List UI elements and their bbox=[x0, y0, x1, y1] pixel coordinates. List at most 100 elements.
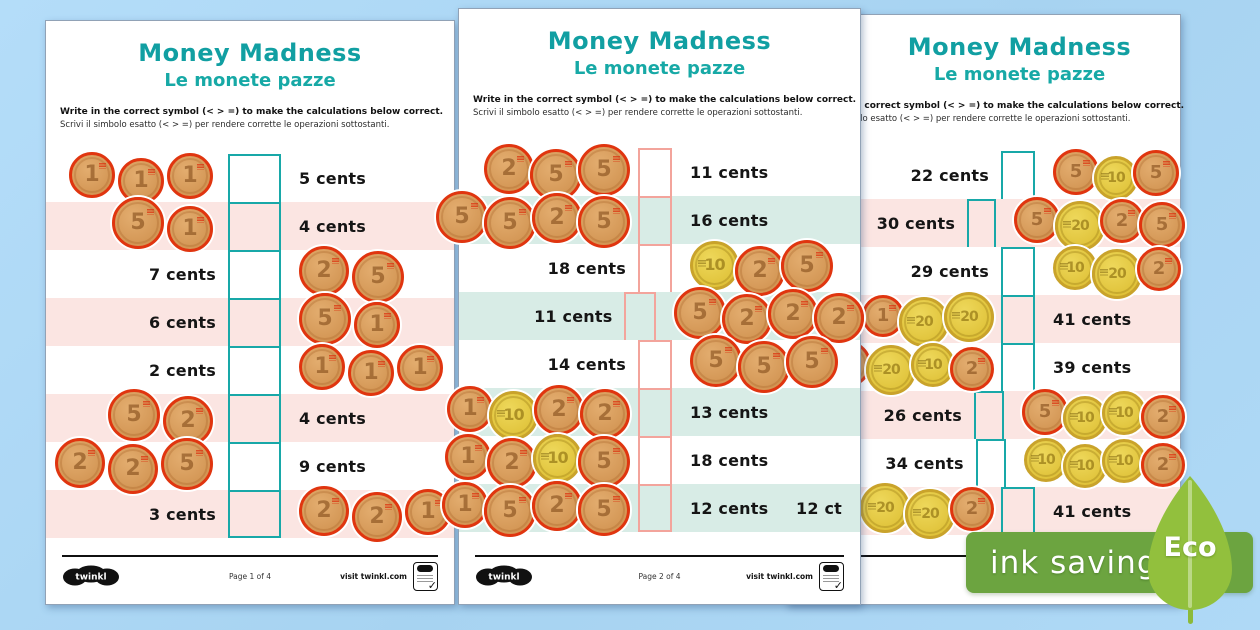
coin-mint-mark bbox=[427, 356, 434, 362]
coin-10-cent: 10 bbox=[911, 343, 955, 387]
answer-box[interactable] bbox=[228, 394, 281, 442]
coin-2-cent: 2 bbox=[950, 347, 994, 391]
answer-box[interactable] bbox=[1001, 151, 1035, 199]
coin-mint-mark bbox=[867, 502, 876, 510]
amount-label: 14 cents bbox=[547, 354, 626, 374]
amount-label: 6 cents bbox=[148, 312, 216, 332]
answer-box[interactable] bbox=[975, 439, 1006, 487]
answer-box[interactable] bbox=[228, 346, 281, 394]
amount-label: 5 cents bbox=[299, 168, 367, 188]
badge-text-lines bbox=[823, 574, 839, 582]
coin-5-cent: 5 bbox=[484, 197, 536, 249]
instruction-it: Scrivi il simbolo esatto (< > =) per ren… bbox=[801, 114, 1131, 124]
coin-mint-mark bbox=[1163, 161, 1170, 167]
coin-mint-mark bbox=[334, 305, 342, 312]
coin-group: 1 2 10 5 bbox=[445, 433, 638, 488]
coin-2-cent: 2 bbox=[532, 193, 582, 243]
coin-mint-mark bbox=[565, 492, 573, 499]
answer-box[interactable] bbox=[967, 199, 996, 247]
instructions: Write in the correct symbol (< > =) to m… bbox=[473, 95, 857, 118]
coin-mint-mark bbox=[613, 156, 621, 163]
instruction-en: Write in the correct symbol (< > =) to m… bbox=[473, 95, 857, 105]
amount-cell: 41 cents bbox=[1035, 295, 1180, 343]
coin-2-cent: 2 bbox=[534, 385, 584, 435]
coin-10-cent: 10 bbox=[1024, 438, 1068, 482]
coin-5-cent: 5 bbox=[578, 436, 630, 488]
amount-label: 3 cents bbox=[148, 504, 216, 524]
coin-20-cent: 20 bbox=[1055, 201, 1105, 251]
coin-mint-mark bbox=[978, 497, 986, 504]
coin-mint-mark bbox=[1169, 405, 1177, 412]
coin-group: 10 2 5 bbox=[672, 240, 860, 296]
coin-mint-mark bbox=[471, 203, 479, 210]
coin-5-cent: 5 bbox=[578, 484, 630, 536]
coin-mint-mark bbox=[332, 257, 340, 264]
answer-box[interactable] bbox=[228, 298, 281, 346]
visit-twinkl-link[interactable]: visit twinkl.com bbox=[340, 571, 407, 581]
twinkl-logo: twinkl bbox=[63, 565, 119, 586]
answer-box[interactable] bbox=[228, 154, 281, 202]
coin-mint-mark bbox=[888, 305, 896, 312]
coin-mint-mark bbox=[1031, 455, 1040, 463]
coin-group: 5 20 2 5 bbox=[996, 197, 1185, 251]
page-title: Money Madness bbox=[547, 27, 772, 55]
answer-box[interactable] bbox=[228, 490, 281, 538]
coin-mint-mark bbox=[567, 396, 575, 403]
eco-label: Eco bbox=[1163, 532, 1217, 563]
coin-1-cent: 1 bbox=[354, 302, 400, 348]
page-number: Page 1 of 4 bbox=[228, 571, 272, 581]
coin-10-cent: 10 bbox=[1102, 439, 1146, 483]
amount-cell: 7 cents bbox=[46, 250, 228, 298]
amount-cell: 9 cents bbox=[281, 442, 454, 490]
answer-box[interactable] bbox=[974, 391, 1004, 439]
coin-2-cent: 2 bbox=[352, 492, 402, 542]
coin-mint-mark bbox=[1101, 173, 1110, 181]
badge-cloud-icon bbox=[417, 564, 433, 572]
amount-label: 18 cents bbox=[547, 258, 626, 278]
amount-cell: 6 cents bbox=[46, 298, 228, 346]
coin-mint-mark bbox=[520, 449, 528, 456]
answer-box[interactable] bbox=[638, 436, 672, 484]
coin-5-cent: 5 bbox=[161, 438, 213, 490]
answer-box[interactable] bbox=[1001, 343, 1035, 391]
coin-mint-mark bbox=[613, 496, 621, 503]
answer-box[interactable] bbox=[1001, 295, 1035, 343]
coin-1-cent: 1 bbox=[862, 295, 904, 337]
worksheet-page-1: Money Madness Le monete pazze Write in t… bbox=[45, 20, 455, 605]
coin-1-cent: 1 bbox=[167, 206, 213, 252]
coin-5-cent: 5 bbox=[690, 335, 742, 387]
answer-box[interactable] bbox=[1001, 247, 1035, 295]
answer-box[interactable] bbox=[1001, 487, 1035, 535]
amount-cell: 5 cents bbox=[281, 154, 454, 202]
answer-box[interactable] bbox=[638, 340, 672, 388]
coin-mint-mark bbox=[197, 164, 204, 170]
answer-box[interactable] bbox=[638, 484, 672, 532]
answer-box[interactable] bbox=[228, 442, 281, 490]
coin-group: 20 20 2 bbox=[787, 483, 1001, 539]
answer-box[interactable] bbox=[228, 202, 281, 250]
answer-box[interactable] bbox=[228, 250, 281, 298]
badge-cloud-icon bbox=[823, 564, 839, 572]
comparison-row: 6 cents 5 1 bbox=[46, 293, 454, 348]
coin-mint-mark bbox=[197, 217, 204, 223]
badge-check-icon: ✓ bbox=[833, 578, 843, 592]
answer-box[interactable] bbox=[638, 196, 672, 244]
amount-label: 2 cents bbox=[148, 360, 216, 380]
amount-cell: 39 cents bbox=[1035, 343, 1180, 391]
answer-box[interactable] bbox=[624, 292, 656, 340]
instruction-en: Write in the correct symbol (< > =) to m… bbox=[801, 101, 1185, 111]
coin-1-cent: 1 bbox=[299, 344, 345, 390]
answer-box[interactable] bbox=[638, 388, 672, 436]
amount-label: 4 cents bbox=[299, 216, 367, 236]
coin-mint-mark bbox=[821, 348, 829, 355]
coin-mint-mark bbox=[1128, 209, 1136, 216]
answer-box[interactable] bbox=[638, 148, 672, 196]
coin-mint-mark bbox=[1165, 257, 1173, 264]
visit-twinkl-link[interactable]: visit twinkl.com bbox=[746, 571, 813, 581]
answer-box[interactable] bbox=[638, 244, 672, 292]
